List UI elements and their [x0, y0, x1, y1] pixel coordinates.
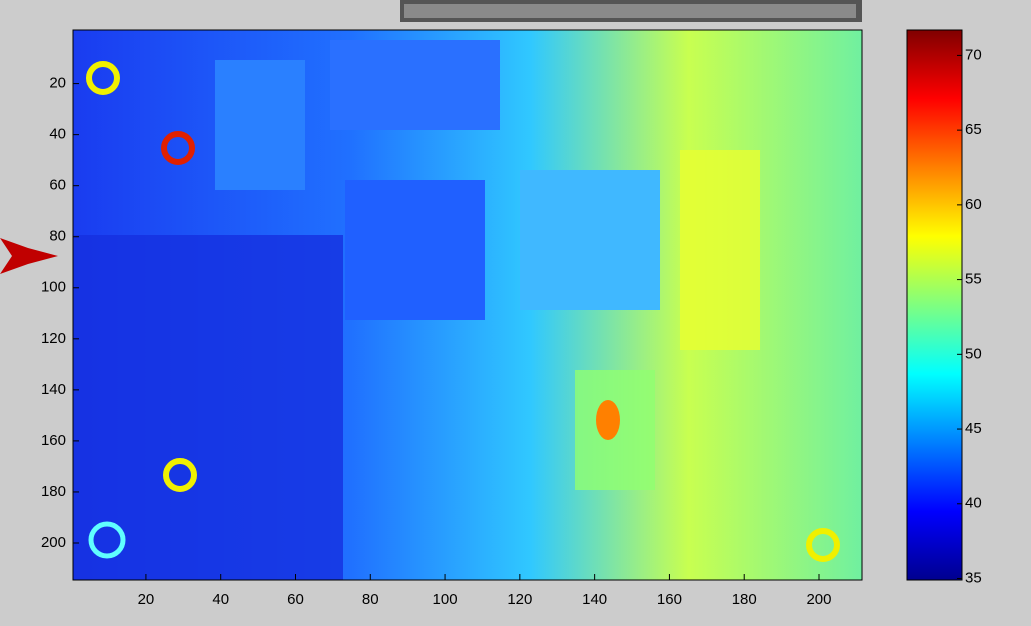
y-tick-label: 120 — [41, 330, 66, 347]
image-chip — [330, 40, 500, 130]
y-tick-label: 20 — [49, 75, 66, 92]
image-chip — [520, 170, 660, 310]
y-tick-label: 40 — [49, 126, 66, 143]
x-tick-label: 20 — [138, 591, 155, 608]
colorbar-tick-label: 45 — [965, 420, 982, 437]
x-tick-label: 100 — [433, 591, 458, 608]
x-tick-label: 40 — [212, 591, 229, 608]
colorbar-tick-label: 50 — [965, 345, 982, 362]
y-tick-label: 100 — [41, 279, 66, 296]
colorbar-tick-label: 35 — [965, 569, 982, 586]
y-tick-label: 80 — [49, 228, 66, 245]
colorbar-tick-label: 70 — [965, 46, 982, 63]
photo-strip-detail — [404, 4, 856, 18]
image-hotspot — [596, 400, 620, 440]
y-tick-label: 180 — [41, 483, 66, 500]
y-tick-label: 200 — [41, 534, 66, 551]
x-tick-label: 120 — [507, 591, 532, 608]
figure: 20 40 60 80 100 120 140 160 180 200 20 40 60 80 100 120… — [0, 0, 1031, 626]
y-tick-label: 160 — [41, 432, 66, 449]
image-chip — [680, 150, 760, 350]
colorbar — [907, 30, 962, 580]
colorbar-tick-label: 40 — [965, 495, 982, 512]
y-tick-label: 60 — [49, 177, 66, 194]
colorbar-tick-label: 60 — [965, 196, 982, 213]
x-tick-label: 60 — [287, 591, 304, 608]
colorbar-tick-label: 65 — [965, 121, 982, 138]
image-chip — [215, 60, 305, 190]
image-region — [73, 235, 343, 580]
x-tick-label: 200 — [806, 591, 831, 608]
x-tick-label: 140 — [582, 591, 607, 608]
x-tick-label: 180 — [732, 591, 757, 608]
x-tick-label: 80 — [362, 591, 379, 608]
image-chip — [345, 180, 485, 320]
x-tick-label: 160 — [657, 591, 682, 608]
colorbar-tick-label: 55 — [965, 271, 982, 288]
y-tick-label: 140 — [41, 381, 66, 398]
thermal-image — [73, 30, 862, 580]
